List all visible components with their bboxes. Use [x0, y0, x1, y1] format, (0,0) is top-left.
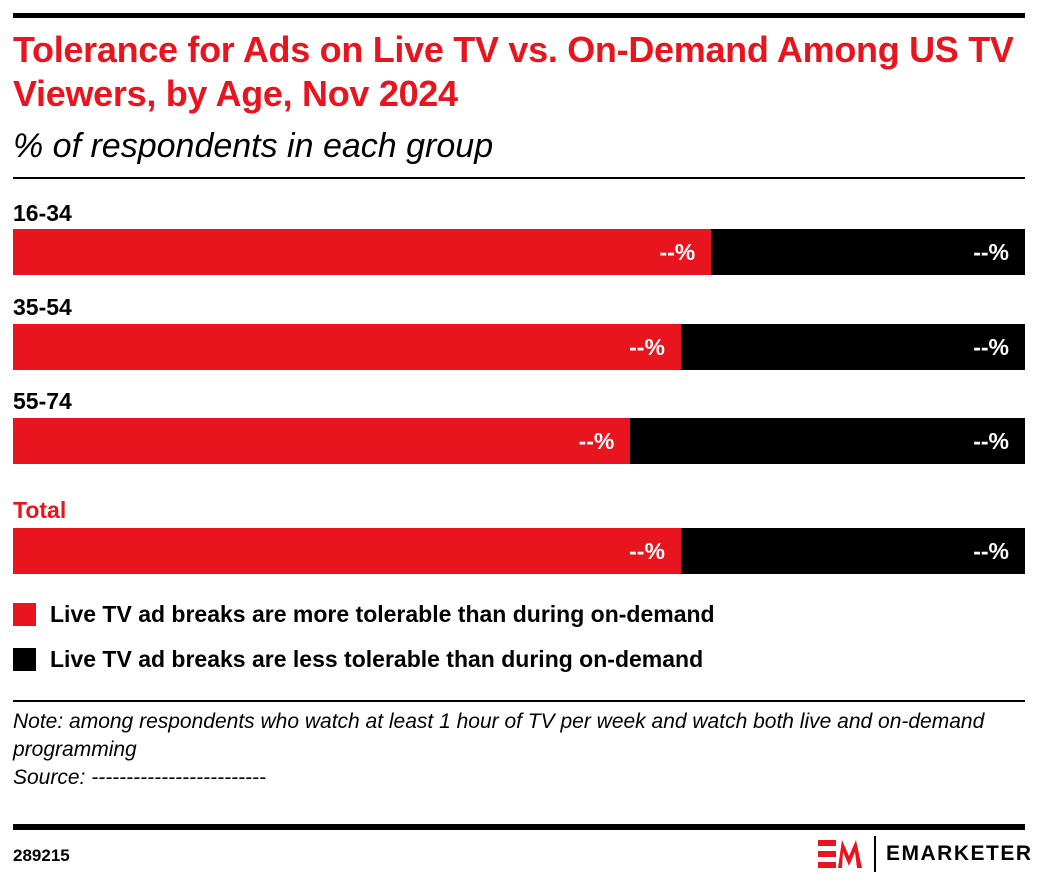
- logo-text: EMARKETER: [886, 842, 1033, 865]
- bar-segment-less-tolerable: --%: [630, 418, 1025, 464]
- legend-swatch-red: [13, 602, 36, 626]
- data-label: --%: [629, 334, 665, 360]
- chart-title: Tolerance for Ads on Live TV vs. On-Dema…: [13, 29, 1014, 114]
- note-divider: [13, 700, 1025, 702]
- bar-segment-more-tolerable: --%: [13, 528, 681, 574]
- bar-segment-more-tolerable: --%: [13, 418, 631, 464]
- chart-id: 289215: [13, 846, 70, 865]
- legend-label: Live TV ad breaks are less tolerable tha…: [50, 645, 704, 672]
- emarketer-logo: EMARKETER: [818, 836, 1033, 872]
- data-label: --%: [629, 538, 665, 564]
- bar-segment-less-tolerable: --%: [680, 324, 1025, 370]
- data-label: --%: [659, 239, 696, 265]
- category-label: 55-74: [13, 388, 72, 414]
- data-label: --%: [578, 428, 615, 454]
- note-text: Note: among respondents who watch at lea…: [13, 710, 985, 761]
- data-label: --%: [973, 334, 1009, 360]
- bar-segment-more-tolerable: --%: [13, 229, 712, 275]
- footnote: Note: among respondents who watch at lea…: [13, 708, 1028, 792]
- data-label: --%: [973, 239, 1009, 265]
- category-label: Total: [13, 497, 67, 523]
- logo-divider: [874, 836, 876, 872]
- category-label: 16-34: [13, 200, 72, 226]
- data-label: --%: [973, 538, 1009, 564]
- bar-segment-less-tolerable: --%: [711, 229, 1025, 275]
- bar-segment-less-tolerable: --%: [680, 528, 1025, 574]
- chart-subtitle: % of respondents in each group: [13, 127, 494, 165]
- bar-row: --% --%: [13, 528, 1025, 574]
- title-divider: [13, 177, 1025, 179]
- bottom-rule: [13, 824, 1025, 830]
- top-rule: [13, 13, 1025, 18]
- category-label: 35-54: [13, 294, 72, 320]
- legend-item-less-tolerable: Live TV ad breaks are less tolerable tha…: [13, 646, 703, 672]
- data-label: --%: [973, 428, 1009, 454]
- bar-segment-more-tolerable: --%: [13, 324, 681, 370]
- legend-swatch-black: [13, 647, 36, 671]
- legend-label: Live TV ad breaks are more tolerable tha…: [50, 600, 715, 627]
- bar-row: --% --%: [13, 324, 1025, 370]
- source-text: Source: -------------------------: [13, 766, 267, 789]
- legend-item-more-tolerable: Live TV ad breaks are more tolerable tha…: [13, 601, 715, 627]
- em-logo-icon: [818, 840, 862, 868]
- bar-row: --% --%: [13, 418, 1025, 464]
- bar-row: --% --%: [13, 229, 1025, 275]
